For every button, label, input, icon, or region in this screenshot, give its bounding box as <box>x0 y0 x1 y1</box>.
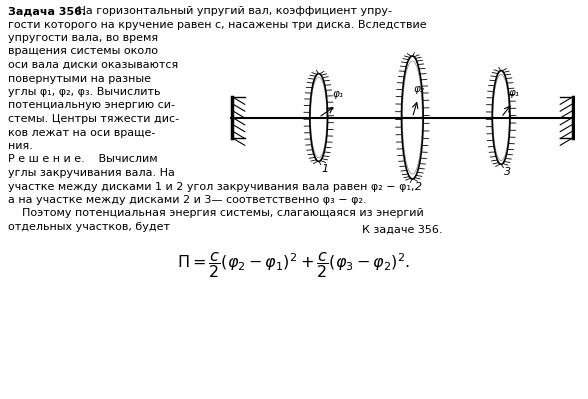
Text: На горизонтальный упругий вал, коэффициент упру-: На горизонтальный упругий вал, коэффицие… <box>74 6 392 16</box>
Text: 2: 2 <box>415 182 422 192</box>
Text: Задача 356.: Задача 356. <box>8 6 86 16</box>
Text: отдельных участков, будет: отдельных участков, будет <box>8 222 170 232</box>
Text: повернутыми на разные: повернутыми на разные <box>8 73 151 83</box>
Text: участке между дисками 1 и 2 угол закручивания вала равен φ₂ − φ₁,: участке между дисками 1 и 2 угол закручи… <box>8 182 415 192</box>
Text: углы закручивания вала. На: углы закручивания вала. На <box>8 168 175 178</box>
Text: ков лежат на оси враще-: ков лежат на оси враще- <box>8 128 155 138</box>
Text: 1: 1 <box>321 164 328 174</box>
Text: вращения системы около: вращения системы около <box>8 47 158 57</box>
Text: К задаче 356.: К задаче 356. <box>362 224 443 234</box>
Text: φ₂: φ₂ <box>413 85 425 95</box>
Text: упругости вала, во время: упругости вала, во время <box>8 33 158 43</box>
Text: а на участке между дисками 2 и 3— соответственно φ₃ − φ₂.: а на участке между дисками 2 и 3— соотве… <box>8 195 367 205</box>
Text: Р е ш е н и е.: Р е ш е н и е. <box>8 154 85 164</box>
Text: стемы. Центры тяжести дис-: стемы. Центры тяжести дис- <box>8 114 179 124</box>
Text: потенциальную энергию си-: потенциальную энергию си- <box>8 101 175 111</box>
Text: оси вала диски оказываются: оси вала диски оказываются <box>8 60 178 70</box>
Text: Вычислим: Вычислим <box>88 154 158 164</box>
Text: φ₁: φ₁ <box>333 89 344 99</box>
Text: $\Pi = \dfrac{c}{2}(\varphi_2 - \varphi_1)^2 + \dfrac{c}{2}(\varphi_3 - \varphi_: $\Pi = \dfrac{c}{2}(\varphi_2 - \varphi_… <box>178 250 410 280</box>
Text: Поэтому потенциальная энергия системы, слагающаяся из энергий: Поэтому потенциальная энергия системы, с… <box>8 209 424 219</box>
Text: гости которого на кручение равен c, насажены три диска. Вследствие: гости которого на кручение равен c, наса… <box>8 20 427 30</box>
Text: углы φ₁, φ₂, φ₃. Вычислить: углы φ₁, φ₂, φ₃. Вычислить <box>8 87 161 97</box>
Text: 3: 3 <box>503 167 510 177</box>
Text: ния.: ния. <box>8 141 33 151</box>
Text: φ₁: φ₁ <box>509 87 519 97</box>
